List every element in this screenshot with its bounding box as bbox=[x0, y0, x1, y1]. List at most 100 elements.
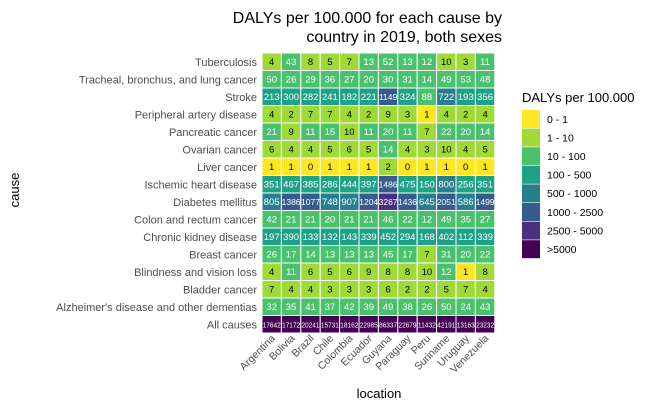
cell-value-label: 5 bbox=[366, 145, 371, 156]
cell-value-label: 4 bbox=[405, 145, 410, 156]
cell-value-label: 45 bbox=[383, 250, 394, 261]
cell-value-label: 748 bbox=[322, 197, 338, 208]
cell-value-label: 5 bbox=[327, 267, 332, 278]
cell-value-label: 6 bbox=[347, 145, 352, 156]
cell-value-label: 256 bbox=[458, 180, 474, 191]
legend-swatch bbox=[522, 147, 540, 166]
cell-value-label: 20 bbox=[460, 127, 471, 138]
cell-value-label: 32 bbox=[266, 302, 277, 313]
cell-value-label: 2 bbox=[385, 162, 390, 173]
cell-value-label: 7 bbox=[424, 250, 429, 261]
cell-value-label: 7 bbox=[424, 127, 429, 138]
legend-label: 2500 - 5000 bbox=[547, 225, 603, 237]
cell-value-label: 8 bbox=[405, 267, 410, 278]
x-tick-label: Brazil bbox=[290, 333, 317, 360]
cell-value-label: 48 bbox=[480, 75, 491, 86]
cell-value-label: 5 bbox=[482, 145, 487, 156]
y-tick-label: Stroke bbox=[225, 92, 257, 104]
cell-value-label: 17642 bbox=[263, 321, 281, 330]
cell-value-label: 14 bbox=[383, 145, 394, 156]
cell-value-label: 4 bbox=[288, 285, 293, 296]
cell-value-label: 282 bbox=[303, 92, 319, 103]
cell-value-label: 18162 bbox=[340, 321, 358, 330]
legend-swatch bbox=[522, 110, 540, 128]
cell-value-label: 133 bbox=[303, 232, 319, 243]
cell-value-label: 385 bbox=[303, 180, 319, 191]
cell-value-label: 26 bbox=[286, 75, 297, 86]
cell-value-label: 11432 bbox=[418, 321, 436, 330]
cell-value-label: 4 bbox=[308, 145, 313, 156]
legend-title: DALYs per 100.000 bbox=[522, 90, 635, 105]
cell-value-label: 2 bbox=[366, 110, 371, 121]
cell-value-label: 132 bbox=[322, 232, 338, 243]
cell-value-label: 22679 bbox=[399, 321, 417, 330]
cell-value-label: 37 bbox=[325, 302, 336, 313]
cell-value-label: 21 bbox=[363, 215, 374, 226]
y-tick-label: Ovarian cancer bbox=[182, 144, 257, 156]
cell-value-label: 53 bbox=[460, 75, 471, 86]
cell-value-label: 7 bbox=[327, 110, 332, 121]
cell-value-label: 46 bbox=[383, 215, 394, 226]
cell-value-label: 26 bbox=[422, 302, 433, 313]
cell-value-label: 86337 bbox=[379, 321, 397, 330]
cell-value-label: 193 bbox=[458, 92, 474, 103]
y-tick-label: Alzheimer's disease and other dementias bbox=[56, 302, 257, 314]
cell-value-label: 11 bbox=[364, 127, 374, 138]
cell-value-label: 351 bbox=[477, 180, 493, 191]
cell-value-label: 351 bbox=[264, 180, 280, 191]
legend-swatch bbox=[522, 240, 540, 259]
chart-title-line-1: DALYs per 100.000 for each cause by bbox=[233, 10, 502, 27]
legend: 0 - 1 1 - 10 10 - 100 100 - 500 500 - 1000 10… bbox=[522, 110, 603, 259]
x-axis-title: location bbox=[357, 386, 402, 401]
y-axis-title: cause bbox=[7, 173, 22, 208]
cell-value-label: 397 bbox=[361, 180, 377, 191]
cell-value-label: 444 bbox=[341, 180, 357, 191]
y-tick-label: Ischemic heart disease bbox=[145, 179, 258, 191]
cell-value-label: 22 bbox=[402, 215, 413, 226]
cell-value-label: 4 bbox=[269, 110, 274, 121]
cell-value-label: 1 bbox=[482, 162, 487, 173]
cell-value-label: 1077 bbox=[301, 197, 320, 207]
cell-value-label: 286 bbox=[322, 180, 338, 191]
cell-value-label: 42 bbox=[344, 302, 355, 313]
cell-value-label: 17 bbox=[402, 250, 413, 261]
y-tick-label: All causes bbox=[207, 319, 258, 331]
cell-value-label: 17 bbox=[286, 250, 297, 261]
cell-value-label: 26 bbox=[266, 250, 277, 261]
cell-value-label: 4 bbox=[482, 285, 487, 296]
chart-title-line-2: country in 2019, both sexes bbox=[306, 29, 502, 46]
cell-value-label: 6 bbox=[385, 285, 390, 296]
cell-value-label: 402 bbox=[438, 232, 454, 243]
cell-value-label: 10 bbox=[422, 267, 433, 278]
cell-value-label: 43 bbox=[480, 302, 491, 313]
cell-value-label: 5 bbox=[444, 285, 449, 296]
cell-value-label: 4 bbox=[269, 57, 274, 68]
cell-value-label: 21 bbox=[344, 215, 355, 226]
cell-value-label: 13 bbox=[344, 250, 355, 261]
cell-value-label: 52 bbox=[383, 57, 394, 68]
legend-label: >5000 bbox=[547, 244, 577, 256]
x-tick-labels: ArgentinaBoliviaBrazilChileColombiaEcuad… bbox=[238, 332, 492, 376]
cell-value-label: 2 bbox=[424, 285, 429, 296]
cell-value-label: 1 bbox=[424, 110, 429, 121]
cell-value-label: 8 bbox=[482, 267, 487, 278]
cell-value-label: 907 bbox=[341, 197, 357, 208]
cell-value-label: 14 bbox=[422, 75, 433, 86]
cell-value-label: 1386 bbox=[282, 197, 301, 207]
cell-value-label: 2051 bbox=[437, 197, 456, 207]
cell-value-label: 11 bbox=[480, 57, 490, 68]
cell-value-label: 4 bbox=[308, 285, 313, 296]
cell-value-label: 197 bbox=[264, 232, 280, 243]
cell-value-label: 3 bbox=[405, 110, 410, 121]
y-tick-label: Diabetes mellitus bbox=[173, 197, 257, 209]
cell-value-label: 22 bbox=[480, 250, 491, 261]
cell-value-label: 10 bbox=[344, 127, 355, 138]
cell-value-label: 35 bbox=[286, 302, 297, 313]
cell-value-label: 3 bbox=[366, 285, 371, 296]
cell-value-label: 1 bbox=[463, 267, 468, 278]
cell-value-label: 14 bbox=[305, 250, 316, 261]
legend-swatch bbox=[522, 165, 540, 184]
cell-value-label: 50 bbox=[266, 75, 277, 86]
